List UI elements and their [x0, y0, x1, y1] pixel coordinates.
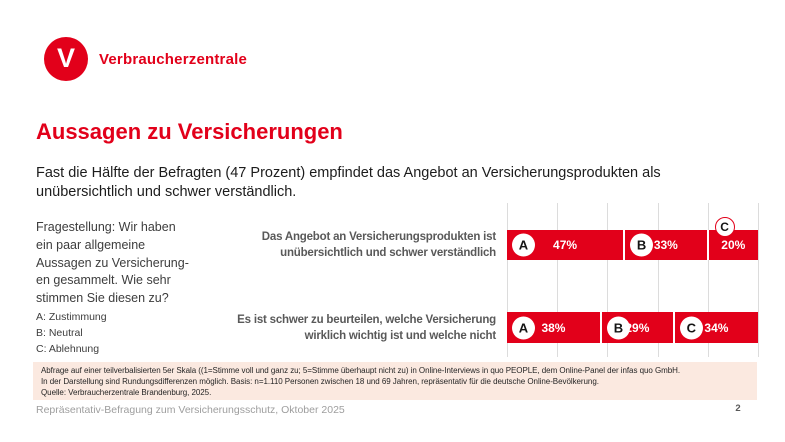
- page-title: Aussagen zu Versicherungen: [36, 119, 343, 144]
- gridline: [758, 203, 759, 357]
- gridline: [707, 203, 709, 357]
- methodology-footnote: Abfrage auf einer teilverbalisierten 5er…: [33, 362, 757, 400]
- segment-value-label: 29%: [625, 320, 650, 335]
- bar-segment-c: C 20%: [708, 217, 759, 260]
- gridline: [507, 203, 508, 357]
- footnote-line-2: In der Darstellung sind Rundungsdifferen…: [41, 377, 599, 387]
- logo-letter: V: [56, 42, 75, 73]
- gridline: [607, 203, 609, 357]
- bar-segment-a: A 38%: [507, 312, 600, 343]
- segment-value-label: 34%: [704, 320, 729, 335]
- stacked-bar-2: A 38% B 29% C 34%: [507, 312, 759, 343]
- brand-name: Verbraucherzentrale: [99, 50, 248, 68]
- chart-gridlines: [507, 203, 759, 357]
- segment-letter-badge-a: A: [512, 233, 535, 257]
- verbraucherzentrale-logo-icon: V: [44, 37, 88, 81]
- segment-value-label: 47%: [553, 238, 578, 252]
- segment-value-label: 33%: [653, 238, 678, 252]
- key-finding-text: Fast die Hälfte der Befragten (47 Prozen…: [36, 165, 661, 201]
- segment-letter-badge-c: C: [679, 316, 703, 339]
- legend-item-b: B: Neutral: [36, 326, 83, 339]
- bar-category-label-2: Es ist schwer zu beurteilen, welche Vers…: [237, 314, 496, 343]
- segment-letter-badge-b: B: [630, 233, 654, 257]
- bar-segment-c: C 34%: [674, 312, 759, 343]
- bar-segment-b: B 29%: [601, 312, 673, 343]
- legend-item-c: C: Ablehnung: [36, 342, 100, 355]
- gridline: [657, 203, 659, 357]
- gridline: [557, 203, 559, 357]
- stacked-bar-1: A 47% B 33% C 20%: [507, 217, 759, 260]
- segment-value-label: 38%: [541, 320, 566, 335]
- segment-letter-badge-a: A: [512, 316, 535, 339]
- bar-segment-b: B 33%: [625, 230, 707, 260]
- bar-segment-a: A 47%: [507, 230, 624, 260]
- segment-letter-badge-c: C: [714, 217, 735, 237]
- segment-value-label: 20%: [721, 238, 746, 252]
- bar-category-label-1: Das Angebot an Versicherungsprodukten is…: [261, 231, 496, 260]
- segment-letter-badge-b: B: [606, 316, 630, 339]
- footnote-line-3: Quelle: Verbraucherzentrale Brandenburg,…: [41, 388, 212, 398]
- footer-study-title: Repräsentativ-Befragung zum Versicherung…: [36, 404, 345, 416]
- answer-legend: A: Zustimmung B: Neutral C: Ablehnung: [36, 310, 107, 357]
- footnote-line-1: Abfrage auf einer teilverbalisierten 5er…: [41, 366, 681, 375]
- survey-question-text: Fragestellung: Wir haben ein paar allgem…: [36, 220, 189, 305]
- page-number: 2: [735, 403, 741, 414]
- brand-header: V Verbraucherzentrale: [44, 37, 247, 81]
- legend-item-a: A: Zustimmung: [36, 311, 107, 323]
